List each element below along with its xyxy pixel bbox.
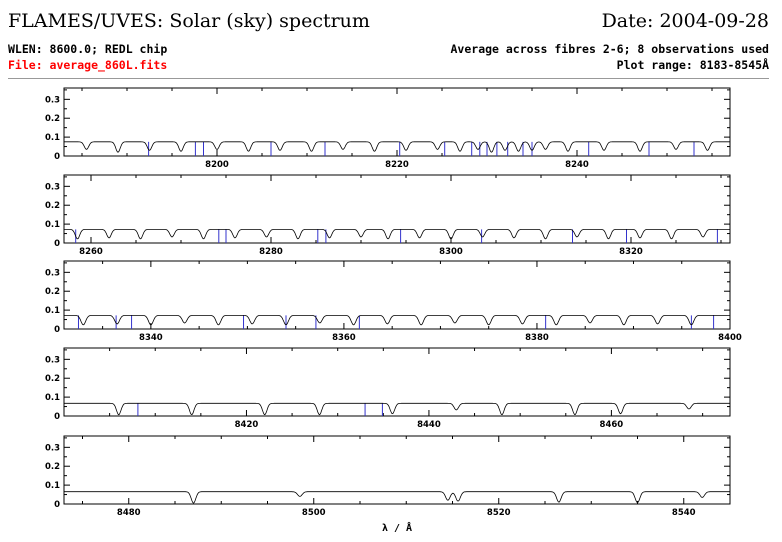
y-tick-label: 0.3 bbox=[45, 355, 60, 365]
x-tick-label: 8320 bbox=[619, 247, 643, 257]
x-tick-label: 8280 bbox=[259, 247, 283, 257]
panel-frame bbox=[63, 87, 731, 157]
observation-date: Date: 2004-09-28 bbox=[601, 10, 769, 32]
y-tick-label: 0.3 bbox=[45, 268, 60, 278]
x-tick-label: 8440 bbox=[417, 420, 441, 430]
header-divider bbox=[8, 78, 769, 79]
averaging-note: Average across fibres 2-6; 8 observation… bbox=[450, 42, 770, 56]
x-tick-label: 8340 bbox=[139, 333, 163, 343]
x-tick-label: 8240 bbox=[565, 160, 589, 170]
page-title: FLAMES/UVES: Solar (sky) spectrum bbox=[8, 10, 370, 32]
x-tick-label: 8260 bbox=[79, 247, 103, 257]
x-axis-label: λ / Å bbox=[382, 521, 412, 534]
y-tick-label: 0 bbox=[54, 325, 60, 335]
y-tick-label: 0.1 bbox=[45, 393, 60, 403]
plot-range: Plot range: 8183-8545Å bbox=[616, 58, 769, 72]
panel-frame bbox=[63, 260, 731, 330]
x-tick-label: 8200 bbox=[205, 160, 229, 170]
y-tick-label: 0 bbox=[54, 152, 60, 162]
y-tick-label: 0.1 bbox=[45, 306, 60, 316]
y-tick-label: 0.3 bbox=[45, 443, 60, 453]
panel-frame bbox=[63, 174, 731, 244]
y-tick-label: 0.2 bbox=[45, 374, 60, 384]
spectrum-line bbox=[64, 228, 730, 240]
panel-frame bbox=[63, 435, 731, 505]
x-tick-label: 8460 bbox=[600, 420, 624, 430]
y-tick-label: 0.1 bbox=[45, 220, 60, 230]
y-tick-label: 0 bbox=[54, 239, 60, 249]
x-tick-label: 8540 bbox=[672, 508, 696, 518]
y-tick-label: 0.3 bbox=[45, 95, 60, 105]
x-tick-label: 8520 bbox=[487, 508, 511, 518]
x-tick-label: 8300 bbox=[439, 247, 463, 257]
wavelength-setting: WLEN: 8600.0; REDL chip bbox=[8, 42, 168, 56]
y-tick-label: 0 bbox=[54, 500, 60, 510]
y-tick-label: 0.1 bbox=[45, 133, 60, 143]
x-tick-label: 8360 bbox=[332, 333, 356, 343]
spectrum-line bbox=[64, 402, 730, 416]
panel-frame bbox=[63, 347, 731, 417]
x-tick-label: 8500 bbox=[302, 508, 326, 518]
y-tick-label: 0.2 bbox=[45, 201, 60, 211]
spectrum-line bbox=[64, 491, 730, 504]
y-tick-label: 0 bbox=[54, 412, 60, 422]
x-tick-label: 8480 bbox=[117, 508, 141, 518]
x-tick-label: 8220 bbox=[385, 160, 409, 170]
y-tick-label: 0.2 bbox=[45, 462, 60, 472]
file-name: File: average_860L.fits bbox=[8, 58, 168, 72]
y-tick-label: 0.3 bbox=[45, 182, 60, 192]
y-tick-label: 0.1 bbox=[45, 481, 60, 491]
spectrum-line bbox=[64, 141, 730, 153]
x-tick-label: 8380 bbox=[525, 333, 549, 343]
y-tick-label: 0.2 bbox=[45, 287, 60, 297]
x-tick-label: 8400 bbox=[718, 333, 742, 343]
y-tick-label: 0.2 bbox=[45, 114, 60, 124]
spectrum-line bbox=[64, 314, 730, 326]
x-tick-label: 8420 bbox=[235, 420, 259, 430]
